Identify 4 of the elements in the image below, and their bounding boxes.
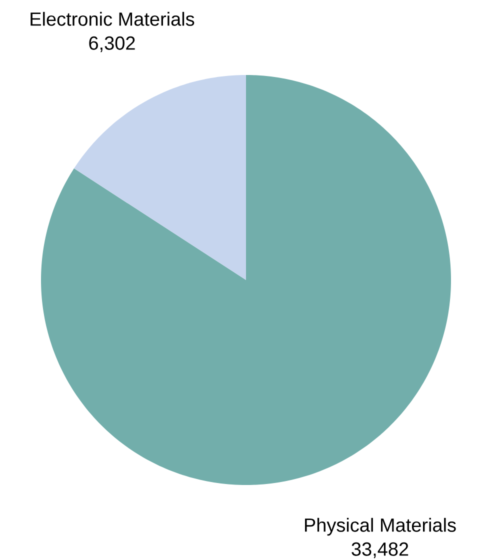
data-label: 6,302 [89, 36, 135, 52]
data-label: 33,482 [352, 542, 408, 558]
slice-label: Physical Materials [305, 518, 456, 536]
slice-label: Electronic Materials [30, 12, 194, 26]
